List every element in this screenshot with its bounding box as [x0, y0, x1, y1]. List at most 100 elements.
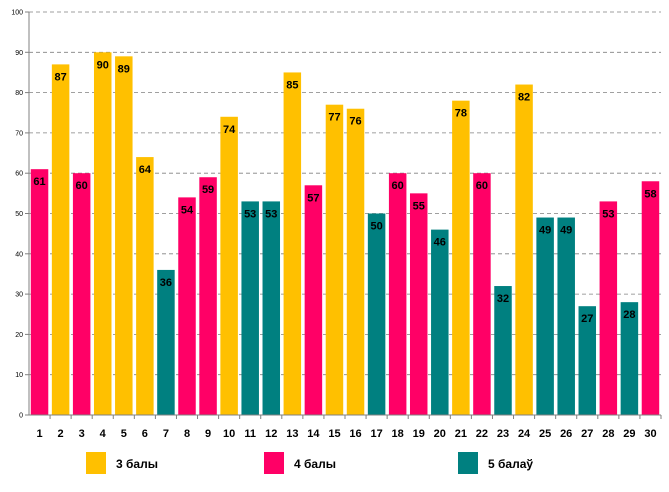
x-tick-label-11: 11 [244, 428, 256, 440]
x-axis: 1 2 3 4 5 6 7 8 9 10 11 12 13 14 15 16 17 18 19 20 21 22 23 24 2… [29, 414, 662, 440]
data-label-29: 28 [623, 309, 635, 321]
data-label-3: 60 [76, 180, 88, 192]
data-label-12: 53 [265, 208, 277, 220]
y-tick-label: 70 [15, 130, 23, 137]
x-tick-label-26: 26 [560, 428, 572, 440]
legend-label-3: 3 балы [116, 457, 158, 471]
x-tick-label-7: 7 [163, 428, 169, 440]
x-tick-label-28: 28 [602, 428, 614, 440]
legend-swatch-5 [458, 452, 478, 474]
data-label-9: 59 [202, 184, 214, 196]
y-tick-label: 10 [15, 372, 23, 379]
data-label-22: 60 [476, 180, 488, 192]
bar-4 [93, 52, 112, 416]
bar-1 [30, 169, 49, 415]
legend: 3 балы 4 балы 5 балаў [86, 452, 533, 474]
bar-15 [325, 104, 344, 415]
bar-21 [452, 100, 470, 415]
x-tick-label-13: 13 [286, 428, 298, 440]
x-tick-label-4: 4 [100, 428, 107, 440]
x-tick-label-9: 9 [205, 428, 211, 440]
bar-26 [557, 217, 575, 415]
y-tick-label: 30 [15, 292, 23, 299]
data-label-26: 49 [560, 225, 572, 237]
bar-9 [199, 177, 217, 415]
y-tick-label: 60 [15, 171, 23, 178]
bar-30 [641, 181, 660, 415]
data-label-28: 53 [602, 208, 614, 220]
x-tick-label-22: 22 [476, 428, 488, 440]
x-tick-label-14: 14 [307, 428, 320, 440]
x-tick-label-20: 20 [434, 428, 446, 440]
x-tick-label-23: 23 [497, 428, 509, 440]
bar-19 [409, 193, 428, 415]
bar-20 [431, 229, 449, 415]
x-tick-label-1: 1 [36, 428, 42, 440]
bar-7 [157, 269, 175, 415]
data-label-16: 76 [349, 116, 361, 128]
x-tick-label-3: 3 [79, 428, 85, 440]
legend-swatch-3 [86, 452, 106, 474]
y-tick-label: 20 [15, 332, 23, 339]
bar-25 [536, 217, 554, 415]
data-label-4: 90 [97, 59, 109, 71]
bar-10 [220, 116, 238, 415]
x-tick-label-18: 18 [392, 428, 404, 440]
x-tick-label-2: 2 [58, 428, 64, 440]
y-tick-label: 90 [15, 50, 23, 57]
x-tick-label-25: 25 [539, 428, 551, 440]
x-tick-label-8: 8 [184, 428, 190, 440]
bar-12 [262, 201, 281, 415]
data-label-21: 78 [455, 108, 467, 120]
legend-label-4: 4 балы [294, 457, 336, 471]
y-tick-label: 80 [15, 90, 23, 97]
bar-6 [136, 157, 154, 415]
data-label-8: 54 [181, 204, 194, 216]
legend-label-5: 5 балаў [488, 457, 533, 471]
data-label-10: 74 [223, 124, 236, 136]
data-label-15: 77 [328, 112, 340, 124]
y-axis: 0 10 20 30 40 50 60 70 80 90 100 [11, 10, 30, 420]
x-tick-label-6: 6 [142, 428, 148, 440]
bar-14 [304, 185, 323, 415]
data-label-19: 55 [413, 200, 425, 212]
data-label-25: 49 [539, 225, 551, 237]
data-label-14: 57 [307, 192, 319, 204]
x-tick-label-21: 21 [455, 428, 467, 440]
x-tick-label-24: 24 [518, 428, 531, 440]
bar-27 [578, 306, 597, 415]
bar-22 [473, 173, 491, 415]
legend-swatch-4 [264, 452, 284, 474]
data-label-13: 85 [286, 79, 298, 91]
y-tick-label: 40 [15, 251, 23, 258]
x-tick-label-15: 15 [328, 428, 340, 440]
bar-17 [367, 213, 386, 415]
data-label-2: 87 [54, 71, 66, 83]
data-label-17: 50 [370, 221, 382, 233]
data-label-1: 61 [33, 176, 45, 188]
bar-29 [620, 302, 639, 415]
data-label-7: 36 [160, 277, 172, 289]
x-tick-label-29: 29 [623, 428, 635, 440]
x-tick-label-16: 16 [349, 428, 361, 440]
bar-3 [72, 173, 91, 415]
data-label-20: 46 [434, 237, 446, 249]
bar-8 [178, 197, 196, 415]
gridlines [29, 11, 661, 376]
bar-24 [515, 84, 533, 415]
data-label-6: 64 [139, 164, 152, 176]
bar-5 [115, 56, 133, 416]
x-tick-label-17: 17 [370, 428, 382, 440]
data-label-5: 89 [118, 63, 130, 75]
x-tick-label-30: 30 [644, 428, 656, 440]
x-tick-label-27: 27 [581, 428, 593, 440]
data-label-11: 53 [244, 208, 256, 220]
data-label-30: 58 [644, 188, 656, 200]
bar-28 [599, 201, 618, 415]
data-label-24: 82 [518, 92, 530, 104]
bar-11 [241, 201, 259, 415]
bar-13 [283, 72, 302, 415]
bar-2 [51, 64, 70, 415]
